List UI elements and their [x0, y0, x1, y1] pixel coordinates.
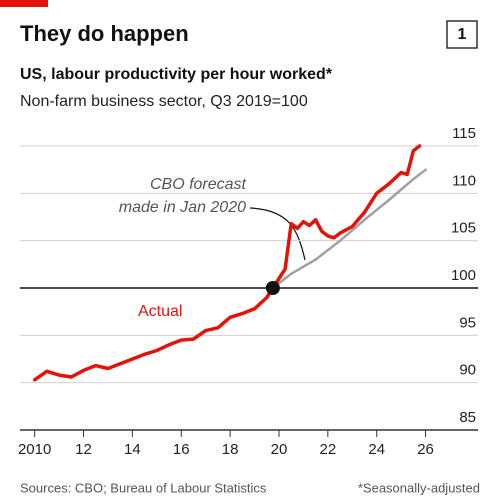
x-tick-label: 12 [75, 441, 92, 458]
x-tick-label: 2010 [18, 441, 51, 458]
y-tick-label: 90 [459, 362, 476, 379]
x-tick-label: 16 [173, 441, 190, 458]
x-tick-label: 20 [271, 441, 288, 458]
subtitle: Non-farm business sector, Q3 2019=100 [20, 93, 308, 110]
y-tick-label: 95 [459, 314, 476, 331]
chart-number: 1 [458, 26, 467, 43]
x-tick-label: 26 [417, 441, 434, 458]
x-tick-label: 22 [319, 441, 336, 458]
number-box [446, 20, 478, 49]
chart-title: They do happen [20, 21, 189, 46]
y-tick-label: 110 [452, 172, 476, 189]
x-tick-label: 14 [124, 441, 141, 458]
x-tick-label: 24 [368, 441, 385, 458]
series-label: Actual [138, 303, 182, 320]
anchor-point [265, 281, 280, 295]
y-tick-label: 100 [451, 267, 476, 284]
series-line [271, 168, 427, 290]
brand-tag [0, 0, 48, 7]
footnote: *Seasonally-adjusted [358, 480, 480, 495]
x-tick-label: 18 [222, 441, 239, 458]
y-tick-label: 105 [451, 220, 476, 237]
source: Sources: CBO; Bureau of Labour Statistic… [20, 480, 267, 495]
y-tick-label: 85 [459, 409, 476, 426]
leader-line [249, 207, 306, 261]
annotation: CBO forecast [150, 176, 247, 193]
annotation: made in Jan 2020 [119, 199, 246, 216]
y-tick-label: 115 [452, 125, 476, 142]
subtitle: US, labour productivity per hour worked* [20, 66, 333, 83]
